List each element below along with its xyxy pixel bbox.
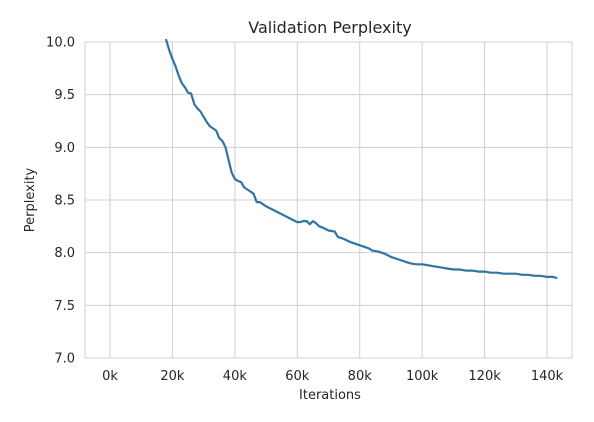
x-axis-label: Iterations [299, 388, 361, 403]
x-tick-label: 20k [160, 369, 185, 384]
series-layer [166, 40, 556, 278]
y-tick-label: 8.0 [54, 246, 75, 261]
y-tick-label: 9.0 [54, 141, 75, 156]
x-tick-label: 140k [531, 369, 564, 384]
y-tick-label: 8.5 [54, 194, 75, 209]
y-tick-labels: 7.0 7.5 8.0 8.5 9.0 9.5 10.0 [46, 36, 75, 367]
y-gridlines [85, 42, 572, 358]
y-tick-label: 7.0 [54, 352, 75, 367]
y-axis-label: Perplexity [23, 167, 38, 232]
y-tick-label: 10.0 [46, 36, 75, 51]
x-tick-label: 40k [223, 369, 248, 384]
x-tick-label: 80k [348, 369, 373, 384]
x-tick-label: 0k [102, 369, 118, 384]
chart-title: Validation Perplexity [248, 18, 411, 37]
y-tick-label: 9.5 [54, 88, 75, 103]
x-tick-labels: 0k 20k 40k 60k 80k 100k 120k 140k [102, 369, 564, 384]
x-tick-label: 60k [285, 369, 310, 384]
x-tick-label: 120k [468, 369, 501, 384]
perplexity-series-line [166, 40, 556, 278]
x-tick-label: 100k [406, 369, 439, 384]
y-tick-label: 7.5 [54, 299, 75, 314]
